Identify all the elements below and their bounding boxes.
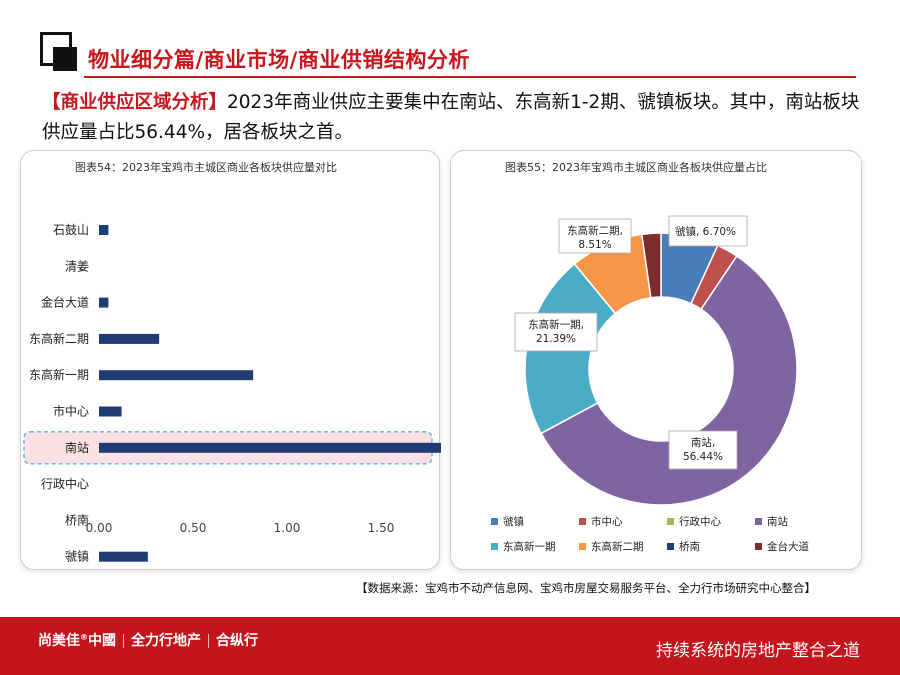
bar-chart-panel: 图表54：2023年宝鸡市主城区商业各板块供应量对比 石鼓山清姜金台大道东高新二… (20, 150, 441, 570)
legend-swatch (579, 518, 586, 525)
footer-bar: 尚美佳®中國 全力行地产 合纵行 持续系统的房地产整合之道 (0, 617, 900, 675)
category-label: 东高新一期 (29, 367, 89, 382)
legend-swatch (579, 543, 586, 550)
category-label: 石鼓山 (53, 223, 89, 237)
category-label: 清姜 (65, 259, 89, 273)
brand-hezongxing: 合纵行 (216, 633, 258, 649)
footer-brand: 尚美佳®中國 全力行地产 合纵行 (38, 630, 258, 650)
legend-label: 东高新二期 (591, 540, 644, 553)
donut-chart-panel: 图表55：2023年宝鸡市主城区商业各板块供应量占比 虢镇, 6.70% 东高新二… (450, 150, 862, 570)
legend-label: 东高新一期 (503, 540, 556, 553)
x-tick-label: 0.00 (86, 521, 113, 535)
category-label: 东高新二期 (29, 331, 89, 346)
legend-label: 市中心 (591, 515, 623, 528)
legend-label: 行政中心 (679, 515, 721, 528)
data-label-box (668, 215, 748, 247)
brand-quanlixing: 全力行地产 (131, 633, 201, 649)
bar (99, 406, 122, 417)
bar (99, 333, 160, 344)
data-label-box (668, 430, 738, 470)
data-label-box (558, 218, 632, 254)
legend-swatch (667, 518, 674, 525)
category-label: 桥南 (65, 512, 89, 527)
x-tick-label: 1.00 (274, 521, 301, 535)
donut-slice (640, 232, 662, 299)
logo-mark (40, 32, 77, 71)
summary-text: 2023年商业供应主要集中在南站、东高新1-2期、虢镇板块。其中，南站板块供应量… (42, 92, 860, 143)
legend-swatch (755, 543, 762, 550)
legend-swatch (755, 518, 762, 525)
legend-label: 桥南 (679, 540, 700, 553)
x-tick-label: 0.50 (180, 521, 207, 535)
legend-label: 金台大道 (767, 540, 809, 553)
bar-chart-title: 图表54：2023年宝鸡市主城区商业各板块供应量对比 (75, 161, 337, 174)
title-divider (84, 76, 856, 78)
summary-tag: 【商业供应区域分析】 (42, 92, 228, 113)
bar (99, 551, 148, 562)
legend-swatch (667, 543, 674, 550)
bar (99, 442, 441, 453)
legend-swatch (491, 543, 498, 550)
brand-china: 中國 (88, 633, 116, 649)
legend-swatch (491, 518, 498, 525)
data-label-name: 东高新二期, (567, 224, 623, 237)
data-label-name: 南站, (691, 436, 715, 449)
donut-chart: 虢镇, 6.70% 东高新二期, 8.51% 东高新一期, 21.39% 南站, 56.44… (491, 215, 809, 553)
data-label-value: 21.39% (536, 333, 576, 345)
category-label: 金台大道 (41, 295, 89, 310)
footer-slogan: 持续系统的房地产整合之道 (656, 641, 860, 661)
category-label: 市中心 (53, 404, 89, 419)
brand-reg-mark: ® (80, 632, 88, 642)
category-label: 行政中心 (41, 476, 89, 491)
data-label-value: 56.44% (683, 451, 723, 463)
brand-name: 尚美佳 (38, 633, 80, 649)
data-label: 虢镇, 6.70% (675, 225, 736, 238)
legend-label: 虢镇 (503, 515, 524, 528)
summary-paragraph: 【商业供应区域分析】2023年商业供应主要集中在南站、东高新1-2期、虢镇板块。… (42, 88, 862, 148)
legend-label: 南站 (767, 515, 788, 528)
donut-chart-title: 图表55：2023年宝鸡市主城区商业各板块供应量占比 (505, 161, 767, 174)
category-label: 南站 (65, 440, 89, 455)
bar (99, 297, 109, 308)
bar (99, 370, 254, 381)
data-source: 【数据来源：宝鸡市不动产信息网、宝鸡市房屋交易服务平台、全力行市场研究中心整合】 (356, 581, 816, 595)
page-title: 物业细分篇/商业市场/商业供销结构分析 (88, 48, 470, 72)
data-label-value: 8.51% (578, 239, 611, 251)
data-label-name: 东高新一期, (528, 318, 584, 331)
data-label-box (514, 312, 598, 352)
category-label: 虢镇 (65, 550, 89, 564)
x-tick-label: 1.50 (368, 521, 395, 535)
bar (99, 225, 109, 235)
